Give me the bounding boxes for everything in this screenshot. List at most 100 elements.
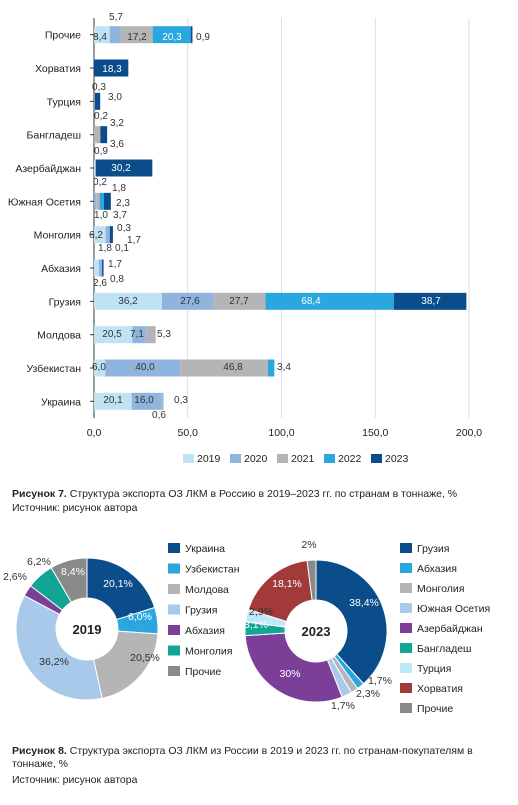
data-label: 1,0 (94, 210, 108, 221)
legend-label: 2020 (244, 453, 268, 465)
bar-segment-2021 (145, 326, 156, 344)
bar-segment-2019 (94, 92, 95, 110)
donut-slice-label: 8,4% (61, 566, 85, 578)
legend-label: Абхазия (185, 625, 225, 637)
bar-segment-2021 (180, 359, 268, 377)
figure7-caption: Рисунок 7. Структура экспорта ОЗ ЛКМ в Р… (12, 488, 457, 501)
category-label: Узбекистан (26, 363, 81, 375)
legend-label: Грузия (185, 605, 217, 617)
legend-label: Монголия (185, 646, 232, 658)
bar-segment-2023 (103, 192, 111, 210)
legend-label: 2019 (197, 453, 221, 465)
legend-swatch (324, 454, 335, 463)
data-label: 1,7 (127, 235, 141, 246)
bar-segment-2019 (94, 359, 106, 377)
x-tick-label: 200,0 (456, 427, 482, 439)
legend-swatch (183, 454, 194, 463)
donut-slice-label: 18,1% (272, 578, 302, 590)
legend-swatch (400, 563, 412, 573)
legend-label: Азербайджан (417, 623, 483, 635)
category-label: Бангладеш (27, 130, 81, 142)
bar-segment-2022 (162, 392, 164, 410)
bar-segment-2022 (152, 26, 191, 44)
bar-segment-2023 (102, 259, 104, 277)
bar-segment-2019 (94, 226, 106, 244)
legend-label: Монголия (417, 583, 464, 595)
donut-slice-label: 6,2% (27, 556, 51, 568)
category-label: Абхазия (41, 263, 81, 275)
bar-segment-2021 (120, 26, 153, 44)
data-label: 5,3 (157, 329, 171, 340)
data-label: 0,2 (94, 111, 108, 122)
bar-segment-2021 (213, 292, 266, 310)
donut-slice-label: 2% (301, 539, 316, 551)
data-label: 68,4 (301, 296, 321, 307)
category-label: Южная Осетия (8, 196, 81, 208)
data-label: 1,8 (112, 183, 126, 194)
legend-swatch (400, 603, 412, 613)
donut-slice-label: 20,1% (103, 578, 133, 590)
bar-segment-2020 (161, 292, 214, 310)
category-label: Монголия (34, 230, 81, 242)
legend-swatch (168, 625, 180, 635)
legend-label: Абхазия (417, 563, 457, 575)
legend-swatch (277, 454, 288, 463)
data-label: 7,1 (130, 329, 144, 340)
x-tick-label: 150,0 (362, 427, 388, 439)
legend-label: 2021 (291, 453, 315, 465)
donut-charts: 2019 20,1% 6,0% 20,5% 36,2% 2,6%6,2% 8,4% Укра… (3, 539, 490, 715)
legend-swatch (400, 683, 412, 693)
donut-center-label: 2019 (73, 622, 102, 637)
data-label: 3,4 (277, 362, 291, 373)
bar-segment-2019 (94, 392, 132, 410)
legend-label: Турция (417, 663, 451, 675)
donut-slice (306, 559, 317, 601)
data-label: 2,6 (93, 278, 107, 289)
legend-swatch (168, 584, 180, 594)
bar-segment-2020 (132, 326, 146, 344)
bar-segment-2019 (94, 26, 110, 44)
legend-swatch (400, 703, 412, 713)
bar-chart-grid (93, 18, 470, 418)
legend-label: Молдова (185, 584, 229, 596)
bar-segment-2019 (94, 159, 96, 177)
data-label: 46,8 (223, 362, 243, 373)
legend-swatch (371, 454, 382, 463)
donut-slice (92, 630, 159, 699)
bar-segment-2019 (94, 292, 162, 310)
bar-chart-rows: Прочие Хорватия Турция Бангладеш Азербайджан… (8, 26, 467, 410)
bar-segment-2022 (99, 192, 104, 210)
bar-segment-2023 (94, 92, 101, 110)
bar-chart-x-ticks: 0,0 50,0 100,0 150,0 200,0 (87, 427, 483, 439)
donut-slice-label: 2,3% (356, 688, 380, 700)
data-label: 3,0 (108, 92, 122, 103)
data-label: 17,2 (127, 32, 147, 43)
bar-segment-2021 (109, 226, 110, 244)
data-label: 20,5 (102, 329, 122, 340)
legend-swatch (168, 604, 180, 615)
category-label: Турция (47, 96, 81, 108)
bar-segment-2019 (94, 259, 99, 277)
legend-swatch (168, 543, 180, 553)
bar-segment-2023 (100, 126, 108, 144)
data-label: 36,2 (118, 296, 138, 307)
x-tick-label: 50,0 (178, 427, 199, 439)
legend-label: Грузия (417, 543, 449, 555)
data-label: 20,3 (162, 32, 182, 43)
donut-legend-2019: Украина Узбекистан Молдова Грузия Абхазия Мон… (168, 543, 240, 678)
legend-label: 2022 (338, 453, 362, 465)
data-label: 1,8 (98, 243, 112, 254)
data-label: 0,2 (93, 177, 107, 188)
data-label: 0,1 (115, 243, 129, 254)
bar-segment-2019 (94, 326, 133, 344)
category-label: Украина (41, 396, 81, 408)
data-label: 1,7 (108, 259, 122, 270)
legend-swatch (400, 623, 412, 633)
data-label: 5,7 (109, 12, 123, 23)
donut-slice-label: 3,1% (244, 619, 268, 631)
legend-label: Узбекистан (185, 564, 240, 576)
category-label: Грузия (49, 296, 81, 308)
bar-segment-2023 (95, 159, 153, 177)
donut-slice-label: 1,7% (368, 675, 392, 687)
legend-swatch (168, 645, 180, 656)
